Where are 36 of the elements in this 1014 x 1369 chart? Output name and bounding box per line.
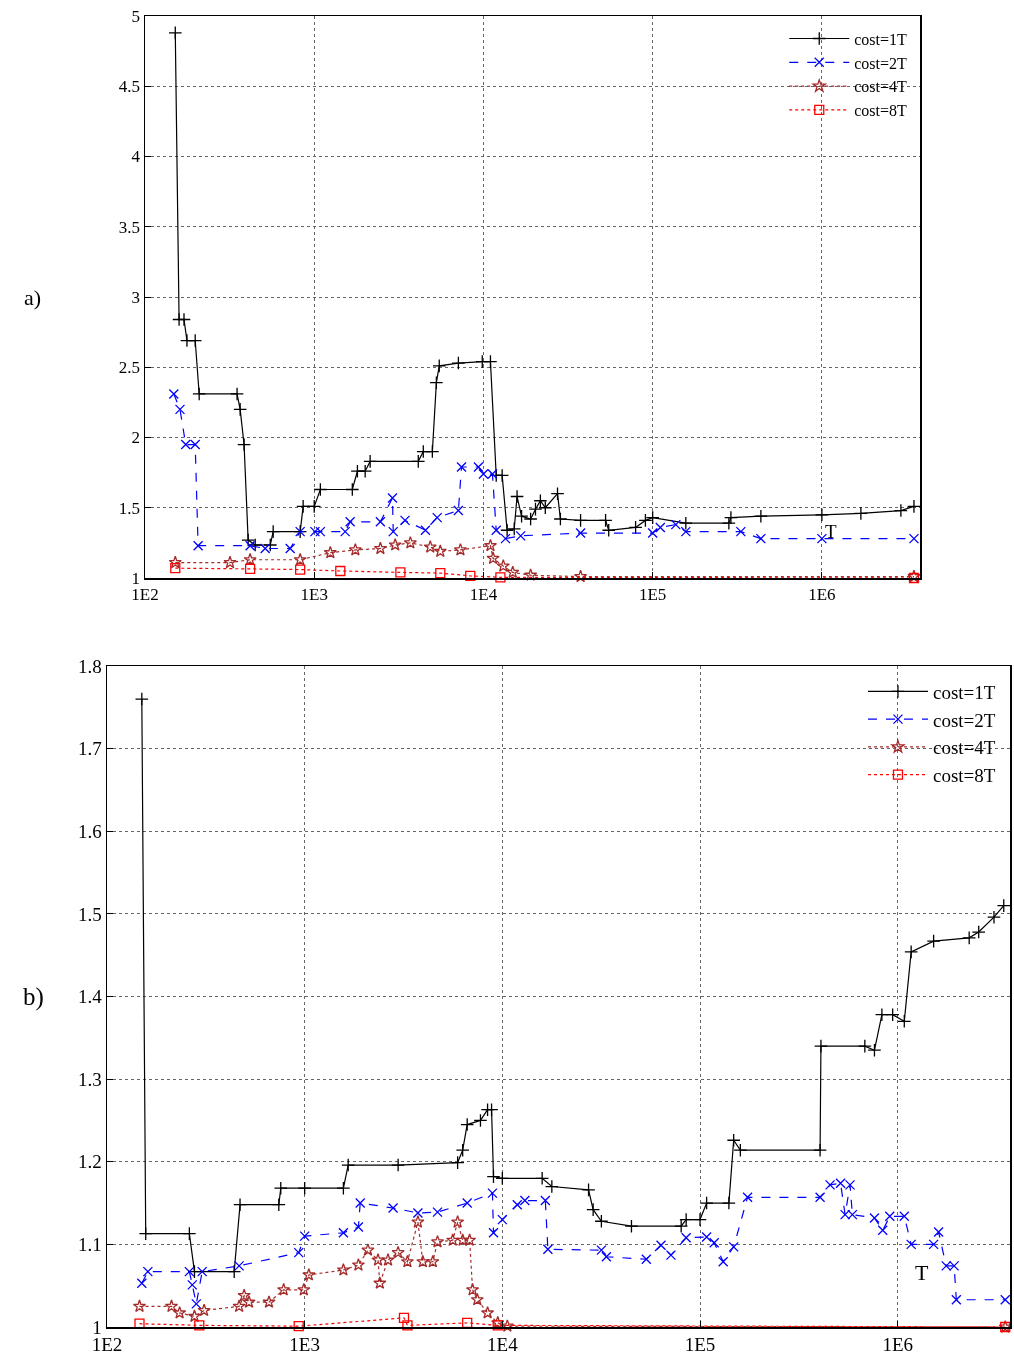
- y-tick-label: 3.5: [118, 217, 141, 237]
- x-tick-label: 1E5: [638, 584, 667, 604]
- x-tick-label: 1E3: [289, 1334, 320, 1356]
- text: a): [24, 285, 42, 310]
- text: b): [23, 983, 44, 1011]
- y-tick-label: 1.8: [77, 655, 102, 677]
- y-tick-label: 1.1: [77, 1234, 102, 1256]
- y-tick-label: 3: [131, 287, 141, 307]
- y-tick-label: 2.5: [118, 358, 141, 378]
- legend-label: cost=1T: [932, 681, 996, 703]
- y-tick-label: 1.5: [77, 903, 102, 925]
- y-tick-label: 1.5: [118, 498, 141, 518]
- annotation: T: [915, 1260, 929, 1285]
- x-tick-label: 1E3: [300, 584, 328, 604]
- x-tick-label: 1E5: [684, 1334, 716, 1356]
- y-tick-label: 1.6: [77, 820, 102, 842]
- y-tick-label: 1.7: [77, 738, 102, 760]
- legend-label: cost=8T: [932, 764, 996, 786]
- x-tick-label: 1E4: [469, 584, 498, 604]
- legend-label: cost=4T: [932, 737, 996, 759]
- legend-label: cost=1T: [854, 30, 908, 48]
- x-tick-label: 1E6: [808, 584, 836, 604]
- y-tick-label: 4.5: [118, 77, 141, 97]
- legend-label: cost=2T: [932, 709, 996, 731]
- y-tick-label: 1.4: [77, 986, 103, 1008]
- annotation: T: [825, 521, 837, 542]
- legend-label: cost=8T: [854, 102, 908, 120]
- x-tick-label: 1E6: [882, 1334, 913, 1356]
- y-tick-label: 2: [131, 428, 141, 448]
- y-tick-label: 1.3: [77, 1068, 102, 1090]
- legend-label: cost=4T: [854, 78, 908, 96]
- y-tick-label: 4: [131, 147, 141, 167]
- x-tick-label: 1E4: [487, 1334, 519, 1356]
- y-tick-label: 5: [131, 6, 141, 26]
- y-tick-label: 1.2: [77, 1151, 102, 1173]
- legend-label: cost=2T: [854, 54, 908, 72]
